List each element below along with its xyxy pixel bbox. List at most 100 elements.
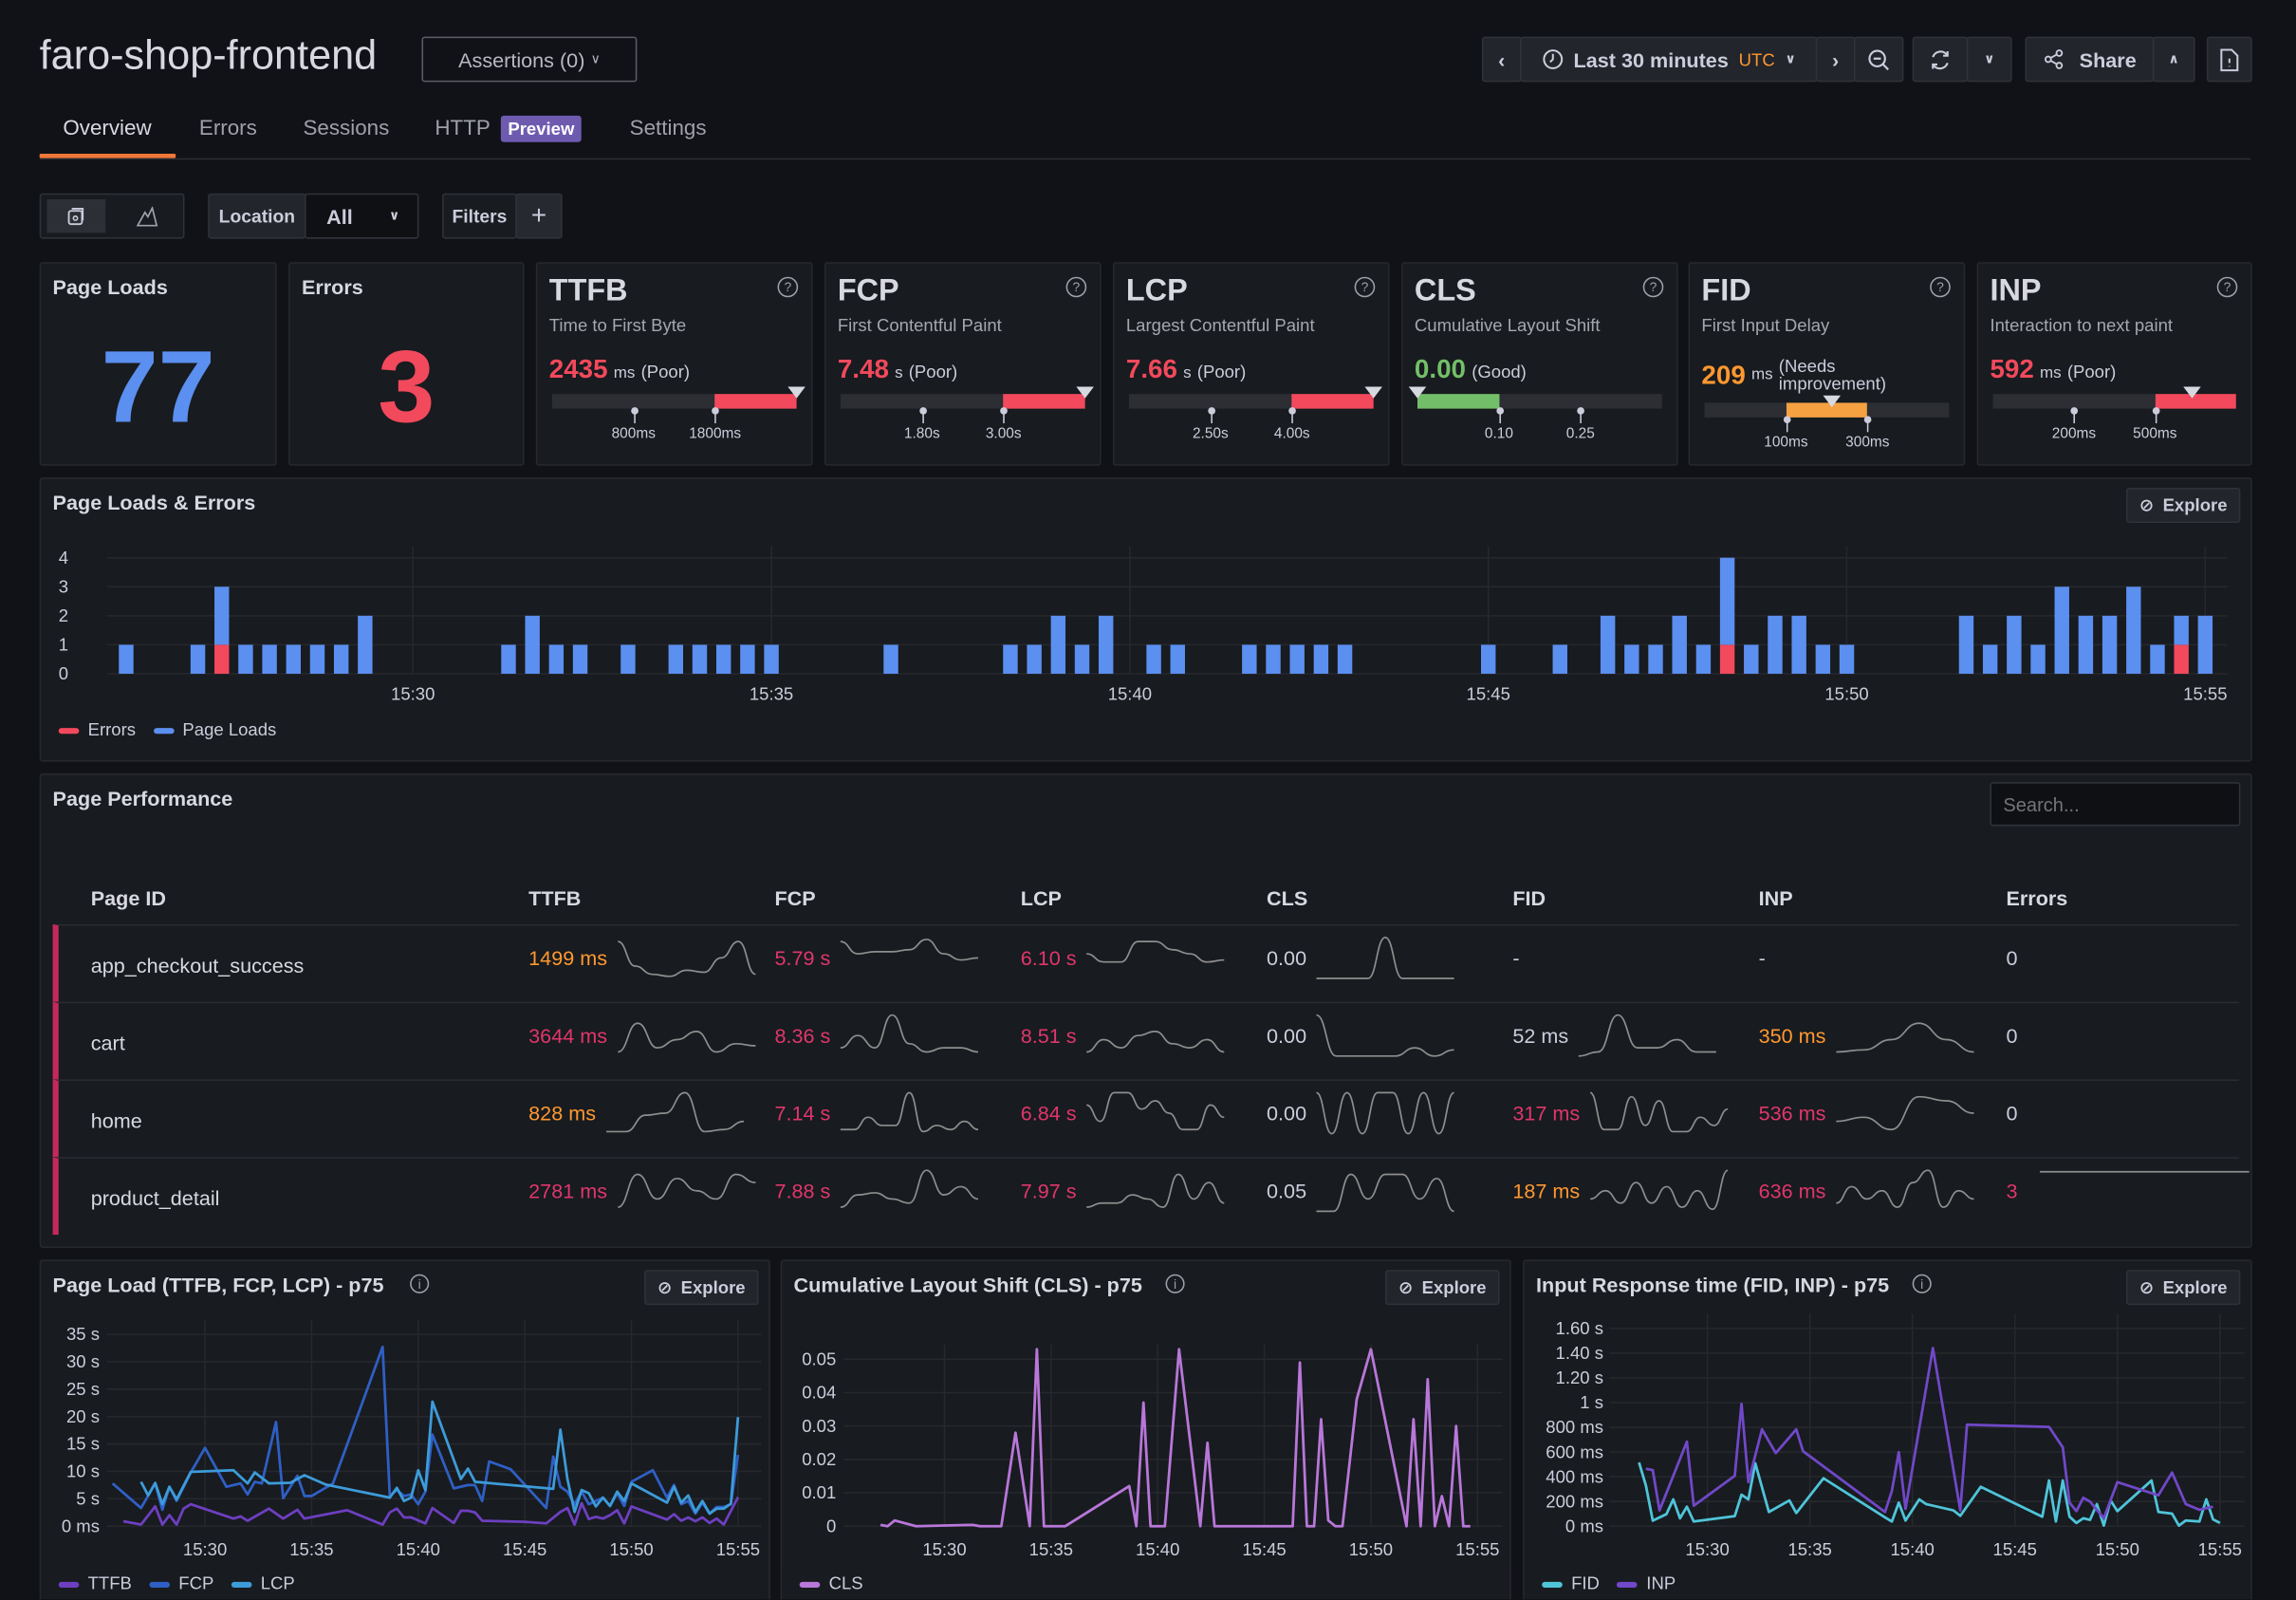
share-button[interactable]: Share: [2025, 36, 2155, 83]
add-filter-button[interactable]: +: [515, 193, 563, 239]
page-id-cell[interactable]: home: [90, 1107, 142, 1132]
metric-value: 8.36 s: [774, 1023, 831, 1047]
errors-value: 3: [378, 329, 435, 444]
bar-errors: [2174, 644, 2189, 674]
y-tick-label: 0.05: [802, 1349, 836, 1368]
time-range-picker[interactable]: Last 30 minutes UTC ∨: [1520, 36, 1818, 83]
sparkline: [1086, 1030, 1225, 1052]
explore-button[interactable]: ⊘ Explore: [643, 1270, 759, 1306]
bar-page-loads: [333, 644, 349, 674]
column-header-page-id[interactable]: Page ID: [90, 885, 166, 910]
legend-item-lcp[interactable]: LCP: [231, 1573, 295, 1593]
legend-item-inp[interactable]: INP: [1617, 1573, 1676, 1593]
assertions-button[interactable]: Assertions (0) ∨: [421, 36, 638, 83]
bar-page-loads: [262, 644, 277, 674]
legend-item-page-loads[interactable]: Page Loads: [153, 719, 276, 739]
table-row[interactable]: app_checkout_success 1499 ms 5.79 s 6.10 s 0…: [52, 923, 2239, 1002]
column-header-inp[interactable]: INP: [1758, 885, 1793, 910]
legend-item-ttfb[interactable]: TTFB: [58, 1573, 132, 1593]
vital-rating: (Good): [1472, 362, 1527, 382]
sparkline-path: [617, 940, 756, 977]
info-icon[interactable]: i: [1165, 1274, 1185, 1293]
share-options-button[interactable]: ∧: [2152, 36, 2195, 83]
legend-item-fid[interactable]: FID: [1542, 1573, 1600, 1593]
explore-button[interactable]: ⊘ Explore: [2125, 1270, 2241, 1306]
help-icon[interactable]: ?: [1065, 276, 1087, 298]
time-back-button[interactable]: ‹: [1481, 36, 1522, 83]
bar-page-loads: [1266, 644, 1281, 674]
view-frontend-button[interactable]: [46, 198, 106, 233]
page-id-cell[interactable]: cart: [90, 1030, 125, 1054]
tab-errors[interactable]: Errors: [198, 117, 257, 141]
column-header-cls[interactable]: CLS: [1267, 885, 1308, 910]
column-header-lcp[interactable]: LCP: [1020, 885, 1062, 910]
legend-item-cls[interactable]: CLS: [799, 1573, 863, 1593]
active-tab-indicator: [39, 154, 176, 158]
time-forward-button[interactable]: ›: [1815, 36, 1856, 83]
series-line-inp: [1645, 1347, 2213, 1520]
clock-icon: [1542, 49, 1563, 69]
tab-settings[interactable]: Settings: [629, 117, 707, 141]
bar-page-loads: [1050, 615, 1066, 674]
metric-value: 350 ms: [1758, 1023, 1826, 1047]
view-k6-button[interactable]: [117, 199, 176, 233]
sparkline-path: [841, 1168, 979, 1208]
vital-value-line: 592 ms (Poor): [1990, 355, 2116, 385]
sparkline: [1836, 1021, 1974, 1052]
metric-value: 0: [2006, 945, 2018, 969]
y-tick-label: 30 s: [66, 1351, 100, 1371]
x-tick-label: 15:50: [2096, 1539, 2139, 1559]
table-row[interactable]: home 828 ms 7.14 s 6.84 s 0.00 317 ms 536 ms 0: [52, 1079, 2239, 1158]
legend-item-fcp[interactable]: FCP: [149, 1573, 213, 1593]
explore-label: Explore: [2162, 494, 2228, 516]
help-icon[interactable]: ?: [777, 276, 799, 298]
bar-page-loads: [1146, 644, 1161, 674]
view-toggle: [39, 193, 185, 239]
explore-button[interactable]: ⊘ Explore: [2125, 487, 2241, 523]
column-header-errors[interactable]: Errors: [2006, 885, 2068, 910]
location-select[interactable]: All ∨: [305, 193, 419, 239]
column-header-fcp[interactable]: FCP: [774, 885, 816, 910]
tab-http[interactable]: HTTP Preview: [435, 115, 583, 142]
page-id-cell[interactable]: app_checkout_success: [90, 952, 305, 977]
metric-value: 0.05: [1267, 1178, 1307, 1202]
export-button[interactable]: [2206, 36, 2252, 83]
tab-overview[interactable]: Overview: [63, 117, 152, 141]
column-header-fid[interactable]: FID: [1512, 885, 1546, 910]
page-id-cell[interactable]: product_detail: [90, 1185, 220, 1210]
x-tick-label: 15:55: [2198, 1539, 2242, 1559]
refresh-interval-dropdown[interactable]: ∨: [1966, 36, 2012, 83]
metric-cell-ttfb: 828 ms: [528, 1073, 771, 1151]
refresh-button[interactable]: [1912, 36, 1969, 83]
info-icon[interactable]: i: [410, 1274, 430, 1293]
bar-page-loads: [883, 644, 898, 674]
column-header-ttfb[interactable]: TTFB: [528, 885, 582, 910]
legend-item-errors[interactable]: Errors: [58, 719, 136, 739]
table-row[interactable]: product_detail 2781 ms 7.88 s 7.97 s 0.05 187…: [52, 1157, 2250, 1236]
search-input[interactable]: [1990, 782, 2241, 827]
zoom-out-button[interactable]: [1853, 36, 1904, 83]
line-chart: 0 ms 5 s 10 s 15 s 20 s 25 s 30 s 35 s 15:30 15:3…: [62, 1319, 762, 1559]
x-tick-label: 15:40: [1108, 684, 1152, 704]
tab-sessions[interactable]: Sessions: [303, 117, 390, 141]
metric-value: 0.00: [1267, 1023, 1307, 1047]
errors-label: Errors: [301, 275, 363, 299]
metric-cell-lcp: 6.10 s: [1021, 919, 1264, 996]
sparkline: [1316, 1172, 1455, 1212]
help-icon[interactable]: ?: [1354, 276, 1376, 298]
table-row[interactable]: cart 3644 ms 8.36 s 8.51 s 0.00 52 ms 350 ms 0: [52, 1001, 2239, 1080]
bar-page-loads: [1719, 557, 1735, 645]
bar-page-loads: [1289, 644, 1305, 674]
gauge-threshold-label: 800ms: [611, 426, 656, 443]
help-icon[interactable]: ?: [1930, 276, 1951, 298]
metric-cell-inp: 350 ms: [1759, 996, 2002, 1074]
metric-cell-fcp: 5.79 s: [774, 919, 1017, 996]
metric-value: -: [1512, 945, 1520, 969]
help-icon[interactable]: ?: [1642, 276, 1664, 298]
info-icon[interactable]: i: [1912, 1274, 1932, 1293]
help-icon[interactable]: ?: [2216, 276, 2238, 298]
vital-card-lcp: LCP Largest Contentful Paint? 7.66 s (Poor) 2…: [1112, 262, 1390, 466]
explore-button[interactable]: ⊘ Explore: [1384, 1270, 1500, 1306]
vital-subtitle: First Contentful Paint: [837, 314, 1002, 336]
cls-chart-panel: Cumulative Layout Shift (CLS) - p75 i ⊘ Exp…: [780, 1259, 1511, 1600]
